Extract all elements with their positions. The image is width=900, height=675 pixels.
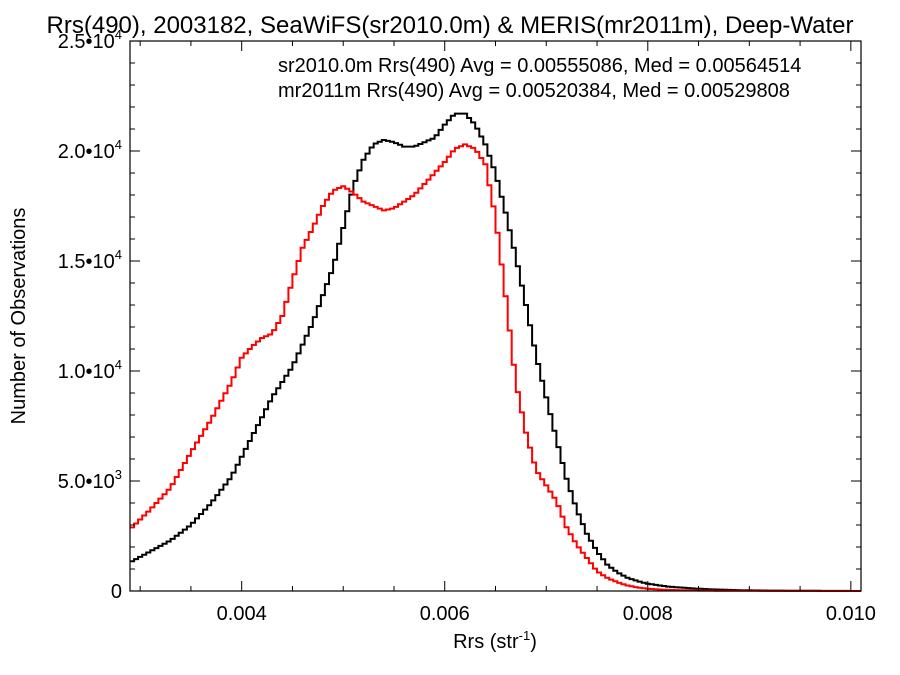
y-tick-label: 2.0•104: [58, 137, 122, 163]
x-tick-label: 0.008: [623, 603, 673, 625]
x-tick-label: 0.006: [420, 603, 470, 625]
series-line-1: [130, 143, 861, 592]
y-tick-label: 1.5•104: [58, 247, 122, 273]
series-line-0: [130, 112, 861, 592]
y-tick-label: 2.5•104: [58, 27, 122, 53]
y-axis-title: Number of Observations: [8, 208, 30, 425]
x-axis-title-exponent: -1: [519, 628, 531, 643]
x-axis-title: Rrs (str-1): [453, 628, 537, 653]
legend-entry-mr2011: mr2011m Rrs(490) Avg = 0.00520384, Med =…: [278, 80, 790, 102]
x-axis-title-text: Rrs (str: [453, 631, 519, 653]
legend-entry-sr2010: sr2010.0m Rrs(490) Avg = 0.00555086, Med…: [278, 55, 801, 77]
y-tick-label: 5.0•103: [58, 467, 122, 493]
y-tick-label: 1.0•104: [58, 357, 122, 383]
x-tick-label: 0.010: [826, 603, 876, 625]
chart-title: Rrs(490), 2003182, SeaWiFS(sr2010.0m) & …: [47, 12, 854, 39]
y-tick-label: 0: [111, 581, 122, 603]
series-layer: [130, 112, 861, 592]
x-axis-title-close: ): [530, 631, 537, 653]
x-tick-label: 0.004: [217, 603, 267, 625]
tick-layer: 0.004 0.006 0.008 0.010 0 5.0•103 1.0•104 1.5•1…: [58, 27, 876, 625]
